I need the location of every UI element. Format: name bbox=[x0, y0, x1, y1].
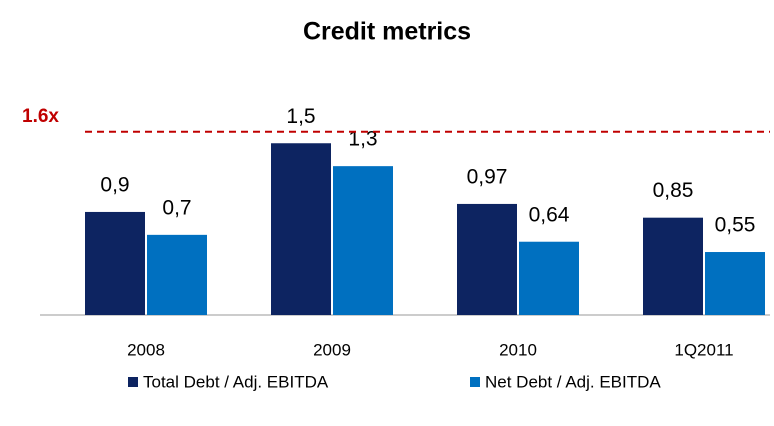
bar bbox=[705, 252, 765, 315]
reference-label: 1.6x bbox=[22, 106, 59, 127]
data-label: 1,3 bbox=[348, 128, 377, 151]
x-tick-label: 2010 bbox=[499, 340, 537, 359]
data-label: 0,7 bbox=[162, 196, 191, 219]
data-label: 0,85 bbox=[653, 179, 694, 202]
data-label: 0,9 bbox=[100, 173, 129, 196]
bar bbox=[519, 241, 579, 315]
x-tick-label: 1Q2011 bbox=[674, 340, 733, 359]
bar bbox=[85, 211, 145, 315]
data-label: 0,97 bbox=[467, 165, 508, 188]
bar bbox=[147, 234, 207, 315]
bar bbox=[457, 203, 517, 315]
bar bbox=[643, 217, 703, 315]
legend-swatch bbox=[470, 377, 480, 387]
data-label: 0,55 bbox=[715, 214, 756, 237]
legend-swatch bbox=[128, 377, 138, 387]
chart-title: Credit metrics bbox=[303, 18, 471, 46]
bar bbox=[333, 166, 393, 315]
data-label: 0,64 bbox=[529, 203, 570, 226]
legend-label: Net Debt / Adj. EBITDA bbox=[485, 372, 661, 391]
data-label: 1,5 bbox=[286, 105, 315, 128]
x-tick-label: 2009 bbox=[313, 340, 351, 359]
bar bbox=[271, 143, 331, 315]
legend-label: Total Debt / Adj. EBITDA bbox=[143, 372, 329, 391]
x-tick-label: 2008 bbox=[127, 340, 165, 359]
